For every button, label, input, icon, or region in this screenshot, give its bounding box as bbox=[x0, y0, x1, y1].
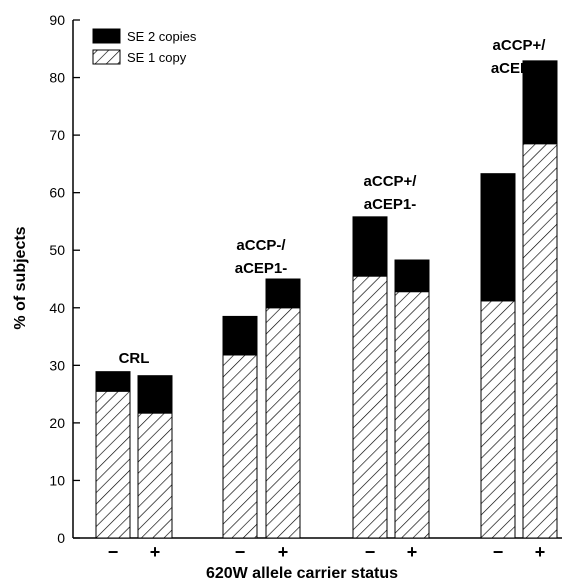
bar-se1-copy bbox=[137, 412, 173, 539]
group-label-line1: aCCP-/ bbox=[236, 237, 286, 254]
legend-label-se1: SE 1 copy bbox=[127, 50, 187, 65]
bar-se1-copy bbox=[95, 390, 131, 539]
group-label-line2: aCEP1- bbox=[364, 196, 417, 213]
carrier-status-label: − bbox=[365, 542, 376, 562]
x-axis-title: 620W allele carrier status bbox=[206, 565, 398, 582]
bar-se1-copy bbox=[480, 300, 516, 539]
y-tick-label: 50 bbox=[49, 242, 65, 258]
bar-se2-copies bbox=[352, 216, 388, 277]
y-tick-label: 80 bbox=[49, 70, 65, 86]
legend-swatch-se2 bbox=[92, 28, 121, 44]
legend-swatch-se1 bbox=[92, 49, 121, 65]
carrier-status-label: + bbox=[150, 542, 161, 562]
group-labels: CRL aCCP-/ aCEP1- aCCP+/ aCEP1- aCCP+/ aCEP1+ bbox=[119, 37, 548, 367]
bar-se2-copies bbox=[222, 315, 258, 356]
bars bbox=[95, 60, 558, 539]
bar-se2-copies bbox=[137, 375, 173, 414]
carrier-status-label: + bbox=[535, 542, 546, 562]
bar-se2-copies bbox=[95, 371, 131, 392]
y-tick-label: 10 bbox=[49, 472, 65, 488]
bar-se1-copy bbox=[352, 275, 388, 539]
y-tick-label: 90 bbox=[49, 12, 65, 28]
carrier-status-label: + bbox=[278, 542, 289, 562]
bar-se1-copy bbox=[265, 307, 301, 539]
bar-se2-copies bbox=[394, 259, 430, 293]
bar-se2-copies bbox=[522, 60, 558, 145]
bar-se1-copy bbox=[522, 143, 558, 539]
legend: SE 2 copies SE 1 copy bbox=[92, 28, 197, 65]
y-axis-title: % of subjects bbox=[12, 226, 29, 329]
group-label-line2: aCEP1- bbox=[235, 260, 288, 277]
group-label-line1: aCCP+/ bbox=[493, 37, 547, 54]
bar-se2-copies bbox=[480, 173, 516, 302]
carrier-status-label: − bbox=[108, 542, 119, 562]
y-axis: 0 10 20 30 40 50 60 70 80 90 bbox=[49, 12, 80, 546]
group-label-line1: aCCP+/ bbox=[364, 173, 418, 190]
y-tick-label: 60 bbox=[49, 185, 65, 201]
carrier-status-label: − bbox=[235, 542, 246, 562]
y-tick-label: 30 bbox=[49, 357, 65, 373]
bar-se2-copies bbox=[265, 278, 301, 309]
carrier-status-label: + bbox=[407, 542, 418, 562]
carrier-status-label: − bbox=[493, 542, 504, 562]
bar-se1-copy bbox=[222, 354, 258, 539]
legend-label-se2: SE 2 copies bbox=[127, 29, 197, 44]
group-label-line2: aCEP1+ bbox=[491, 60, 548, 77]
y-tick-label: 20 bbox=[49, 415, 65, 431]
carrier-status-labels: − + − + − + − + bbox=[108, 542, 546, 562]
bar-se1-copy bbox=[394, 291, 430, 539]
group-label-line1: CRL bbox=[119, 350, 150, 367]
y-tick-label: 0 bbox=[57, 530, 65, 546]
y-tick-label: 70 bbox=[49, 127, 65, 143]
y-tick-label: 40 bbox=[49, 300, 65, 316]
